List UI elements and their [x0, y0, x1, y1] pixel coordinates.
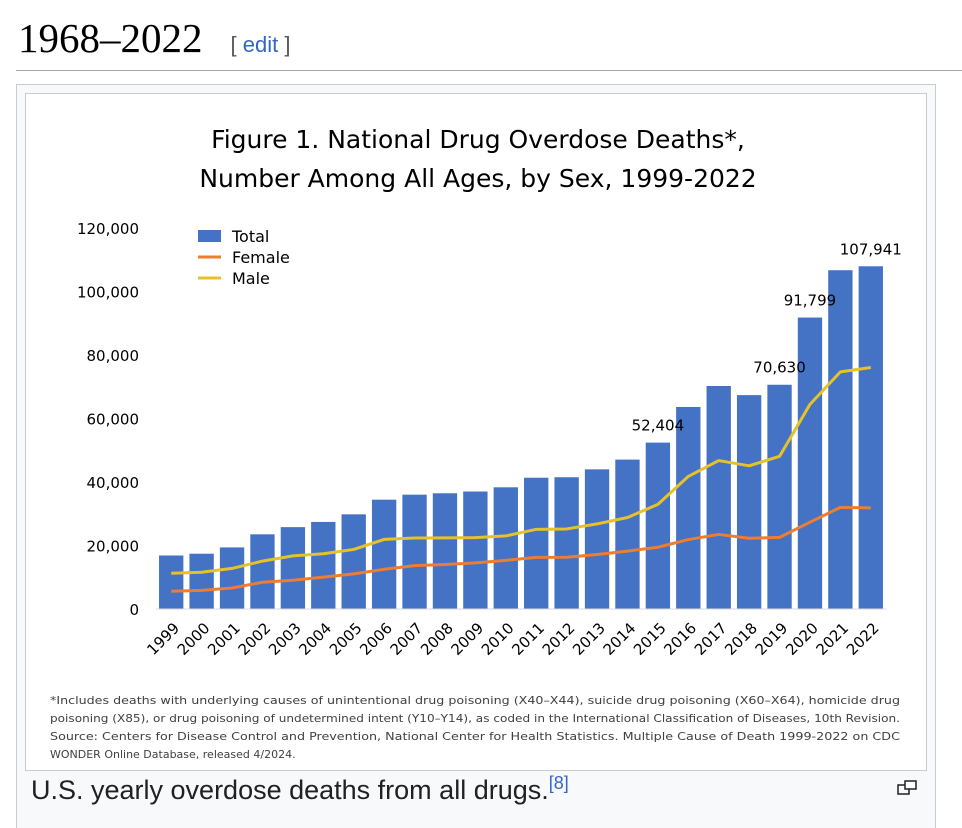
- bar-2021: [828, 270, 853, 609]
- bar-2001: [219, 547, 245, 609]
- edit-section: [ edit ]: [231, 32, 291, 58]
- citation: [8]: [549, 773, 569, 793]
- footnote-line: WONDER Online Database, released 4/2024.: [50, 748, 296, 761]
- magnify-clip-icon[interactable]: [897, 779, 919, 797]
- bar-2004: [311, 521, 336, 609]
- figure-caption: U.S. yearly overdose deaths from all dru…: [31, 773, 569, 806]
- y-tick-label: 120,000: [77, 220, 139, 238]
- y-tick-label: 60,000: [87, 411, 140, 429]
- line-female: [171, 505, 871, 593]
- bar-2009: [463, 491, 488, 609]
- x-tick-label: 2010: [478, 619, 518, 659]
- data-label-2020: 91,799: [784, 292, 837, 310]
- bar-2016: [676, 406, 701, 609]
- x-tick-label: 2021: [812, 619, 852, 659]
- legend-label-female: Female: [232, 248, 290, 267]
- legend-swatch-total: [198, 230, 221, 242]
- data-label-2019: 70,630: [753, 359, 806, 377]
- y-tick-label: 100,000: [77, 284, 139, 302]
- bar-2022: [858, 266, 883, 609]
- bar-2006: [371, 499, 397, 609]
- bar-2010: [493, 487, 518, 609]
- bar-2007: [402, 494, 427, 609]
- x-tick-label: 2019: [752, 619, 792, 659]
- bar-2018: [736, 395, 762, 609]
- x-tick-label: 2022: [843, 619, 883, 659]
- bar-2008: [432, 493, 458, 609]
- footnote-line: Source: Centers for Disease Control and …: [50, 730, 900, 743]
- citation-link[interactable]: [8]: [548, 773, 569, 793]
- bar-2019: [767, 384, 792, 609]
- bar-2011: [524, 477, 549, 609]
- caption-text: U.S. yearly overdose deaths from all dru…: [31, 775, 549, 805]
- bar-series-total: [159, 266, 883, 609]
- bar-2003: [280, 527, 306, 609]
- footnote-line: *Includes deaths with underlying causes …: [50, 694, 900, 707]
- y-axis: 0 20,000 40,000 60,000 80,000 100,000 120,000: [77, 220, 139, 619]
- x-axis: 1999200020012002200320042005200620072008…: [143, 608, 886, 659]
- x-tick-label: 2013: [569, 619, 609, 659]
- bar-1999: [159, 555, 184, 609]
- x-tick-label: 2012: [539, 619, 579, 659]
- x-tick-label: 2002: [235, 619, 275, 659]
- chart-title-line1: Figure 1. National Drug Overdose Deaths*…: [211, 125, 745, 154]
- line-male: [171, 365, 872, 575]
- x-tick-label: 2011: [508, 619, 548, 659]
- section-title: 1968–2022: [18, 15, 203, 61]
- edit-link[interactable]: edit: [242, 32, 279, 57]
- x-tick-label: 2009: [447, 619, 487, 659]
- magnify-icon-graphic: [897, 780, 917, 795]
- bar-2020: [797, 317, 823, 609]
- bar-2015: [645, 442, 671, 609]
- overdose-chart: Figure 1. National Drug Overdose Deaths*…: [50, 125, 902, 761]
- x-tick-label: 2000: [174, 619, 214, 659]
- y-tick-label: 40,000: [87, 474, 140, 492]
- figure-thumbnail: Figure 1. National Drug Overdose Deaths*…: [16, 84, 936, 828]
- y-tick-label: 80,000: [87, 347, 140, 365]
- x-tick-label: 2017: [691, 619, 731, 659]
- x-tick-label: 2003: [265, 619, 305, 659]
- heading-divider: [16, 70, 962, 71]
- y-tick-label: 20,000: [87, 538, 140, 556]
- chart-footnote: *Includes deaths with underlying causes …: [50, 694, 900, 761]
- x-tick-label: 2007: [387, 619, 427, 659]
- x-tick-label: 2006: [356, 619, 396, 659]
- x-tick-label: 2016: [660, 619, 700, 659]
- bar-2005: [341, 514, 366, 609]
- x-tick-label: 2005: [326, 619, 366, 659]
- data-label-2015: 52,404: [632, 417, 685, 435]
- x-tick-label: 2018: [721, 619, 761, 659]
- data-labels: 52,404 70,630 91,799 107,941: [632, 240, 902, 434]
- bar-2000: [189, 553, 214, 609]
- x-tick-label: 2014: [600, 619, 640, 659]
- x-tick-label: 2001: [204, 619, 244, 659]
- legend-label-male: Male: [232, 269, 270, 288]
- footnote-line: poisoning (X85), or drug poisoning of un…: [50, 712, 900, 725]
- x-tick-label: 2020: [782, 619, 822, 659]
- line-series: [171, 365, 872, 593]
- x-tick-label: 2015: [630, 619, 670, 659]
- edit-bracket-close: ]: [278, 32, 291, 57]
- x-tick-label: 2008: [417, 619, 457, 659]
- bar-2017: [706, 385, 731, 609]
- x-tick-label: 2004: [295, 619, 335, 659]
- x-tick-label: 1999: [143, 619, 183, 659]
- chart-title-line2: Number Among All Ages, by Sex, 1999-2022: [199, 164, 756, 193]
- data-label-2022: 107,941: [840, 240, 902, 258]
- chart-legend: Total Female Male: [198, 227, 290, 288]
- edit-bracket-open: [: [230, 32, 243, 57]
- chart-image[interactable]: Figure 1. National Drug Overdose Deaths*…: [25, 93, 927, 771]
- legend-label-total: Total: [231, 227, 269, 246]
- bar-2013: [584, 469, 610, 609]
- bar-2002: [250, 534, 275, 609]
- bar-2014: [615, 459, 640, 609]
- bar-2012: [554, 477, 579, 609]
- y-tick-label: 0: [129, 601, 139, 619]
- section-heading: 1968–2022 [ edit ]: [18, 8, 290, 68]
